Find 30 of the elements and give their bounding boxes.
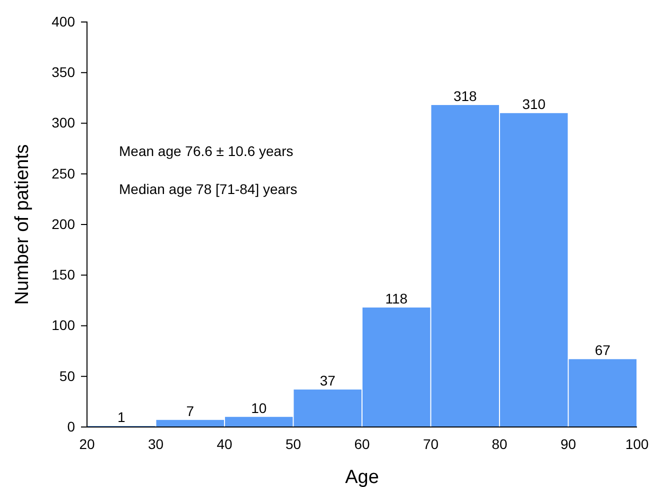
data-label: 37	[320, 372, 336, 389]
x-tick-label: 100	[625, 436, 649, 452]
annotation: Mean age 76.6 ± 10.6 years	[119, 143, 294, 159]
data-label: 67	[594, 342, 611, 358]
y-tick-label: 350	[52, 64, 76, 80]
y-tick-label: 150	[52, 266, 76, 283]
data-label: 318	[453, 88, 478, 104]
annotation: Median age 78 [71-84] years	[119, 181, 298, 197]
x-tick-label: 30	[148, 436, 164, 452]
x-axis-title: Age	[345, 467, 379, 487]
y-tick-label: 0	[67, 418, 76, 434]
x-tick-label: 50	[285, 436, 302, 452]
x-tick-label: 90	[560, 436, 576, 452]
y-tick-label: 250	[52, 165, 76, 182]
x-tick-label: 60	[354, 436, 370, 452]
y-tick-label: 100	[52, 317, 76, 334]
data-label: 1	[117, 408, 126, 425]
x-tick-label: 70	[422, 436, 439, 452]
x-tick-label: 80	[492, 436, 508, 452]
y-tick-label: 50	[59, 368, 76, 384]
data-label: 310	[522, 96, 546, 112]
x-tick-label: 40	[216, 436, 232, 452]
data-label: 10	[251, 400, 267, 416]
y-tick-label: 400	[52, 13, 76, 30]
x-tick-label: 20	[79, 436, 95, 452]
data-label: 7	[186, 402, 194, 419]
y-tick-label: 300	[52, 114, 76, 131]
y-axis-title: Number of patients	[12, 144, 33, 305]
data-label: 118	[385, 290, 408, 307]
y-tick-label: 200	[52, 216, 76, 232]
